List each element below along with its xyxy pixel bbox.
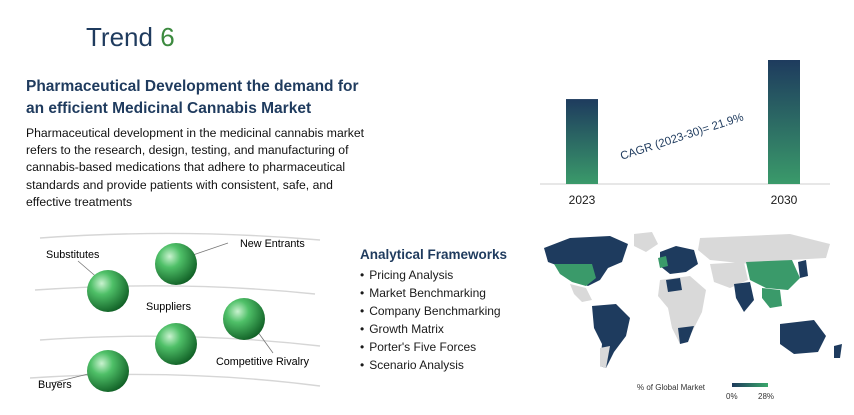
region-japan xyxy=(798,260,808,278)
buyers-sphere xyxy=(87,350,129,392)
frameworks-title: Analytical Frameworks xyxy=(360,247,508,262)
region-chile xyxy=(600,346,610,368)
framework-item: Scenario Analysis xyxy=(360,356,501,374)
region-china xyxy=(746,260,800,290)
label-new-entrants: New Entrants xyxy=(240,238,305,250)
label-substitutes: Substitutes xyxy=(46,249,100,261)
substitutes-sphere xyxy=(87,270,129,312)
leader-line xyxy=(51,373,89,384)
frameworks-list: Pricing AnalysisMarket BenchmarkingCompa… xyxy=(360,266,501,374)
competitive-rivalry-sphere xyxy=(223,298,265,340)
region-india xyxy=(734,282,754,312)
map-legend-min: 0% xyxy=(726,392,738,401)
x-tick-label: 2030 xyxy=(771,193,798,207)
cagr-annotation: CAGR (2023-30)= 21.9% xyxy=(619,112,745,163)
region-southeast-asia xyxy=(762,288,782,308)
region-europe xyxy=(660,246,698,274)
region-south-america xyxy=(592,304,630,368)
map-legend-bar xyxy=(732,383,768,387)
new-entrants-sphere xyxy=(155,243,197,285)
section-heading: Pharmaceutical Development the demand fo… xyxy=(26,78,359,117)
guide-line xyxy=(34,285,316,295)
trend-title-prefix: Trend xyxy=(86,22,161,52)
guide-line xyxy=(39,232,321,241)
region-north-africa xyxy=(666,278,682,292)
framework-item: Market Benchmarking xyxy=(360,284,501,302)
map-legend-label: % of Global Market xyxy=(637,383,706,392)
body-paragraph: Pharmaceutical development in the medici… xyxy=(26,126,365,209)
region-new-zealand xyxy=(834,344,842,358)
label-competitive-rivalry: Competitive Rivalry xyxy=(216,356,310,368)
trend-number: 6 xyxy=(160,22,175,52)
label-buyers: Buyers xyxy=(38,379,72,391)
region-north-america xyxy=(544,236,628,286)
region-usa xyxy=(554,264,596,286)
region-greenland xyxy=(634,232,658,252)
bar-2023 xyxy=(566,99,598,184)
region-middle-east xyxy=(710,262,748,288)
region-africa xyxy=(658,276,706,344)
region-uk xyxy=(658,256,668,268)
guide-line xyxy=(30,373,321,387)
trend-title: Trend 6 xyxy=(86,22,175,53)
region-russia xyxy=(698,234,830,264)
cagr-bar-chart: 2023 2030 CAGR (2023-30)= 21.9% xyxy=(540,60,830,207)
five-forces-diagram: New Entrants Substitutes Suppliers Compe… xyxy=(30,232,321,392)
framework-item: Growth Matrix xyxy=(360,320,501,338)
region-central-america xyxy=(570,284,592,302)
x-tick-label: 2023 xyxy=(569,193,596,207)
map-legend-max: 28% xyxy=(758,392,775,401)
suppliers-sphere xyxy=(155,323,197,365)
framework-item: Porter's Five Forces xyxy=(360,338,501,356)
framework-item: Pricing Analysis xyxy=(360,266,501,284)
framework-item: Company Benchmarking xyxy=(360,302,500,320)
world-map xyxy=(544,232,842,368)
region-australia xyxy=(780,320,826,354)
label-suppliers: Suppliers xyxy=(146,301,192,313)
bar-2030 xyxy=(768,60,800,184)
region-south-africa xyxy=(678,326,694,344)
leader-line xyxy=(189,242,229,257)
